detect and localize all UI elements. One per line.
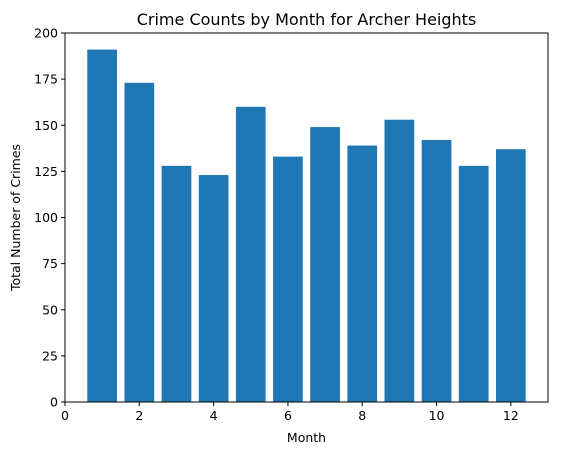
- y-axis-label: Total Number of Crimes: [8, 144, 23, 292]
- bar-month-11: [458, 165, 489, 402]
- y-tick-label: 50: [42, 302, 58, 317]
- bar-month-10: [421, 140, 452, 402]
- bar-month-12: [495, 149, 526, 402]
- bar-month-2: [124, 82, 155, 402]
- x-tick-label: 10: [429, 408, 445, 423]
- x-tick-label: 2: [135, 408, 143, 423]
- y-tick-label: 150: [34, 118, 58, 133]
- x-axis-label: Month: [287, 430, 326, 445]
- x-tick-label: 12: [503, 408, 519, 423]
- x-tick-label: 4: [210, 408, 218, 423]
- y-tick-label: 25: [42, 348, 58, 363]
- bar-month-8: [347, 145, 378, 403]
- y-tick-label: 125: [34, 164, 58, 179]
- y-tick-label: 75: [42, 256, 58, 271]
- x-tick-label: 6: [284, 408, 292, 423]
- bar-month-3: [161, 165, 192, 402]
- plot-frame: [64, 32, 549, 403]
- y-tick-label: 0: [50, 395, 58, 410]
- bar-month-5: [235, 106, 266, 403]
- y-tick-label: 100: [34, 210, 58, 225]
- bars-group: [87, 49, 526, 403]
- y-tick-label: 200: [34, 26, 58, 41]
- chart-title: Crime Counts by Month for Archer Heights: [137, 10, 477, 29]
- bar-month-1: [87, 49, 118, 402]
- bar-month-4: [198, 175, 229, 402]
- bar-month-6: [273, 156, 303, 402]
- y-tick-label: 175: [34, 72, 58, 87]
- ticks-group: 0 2 4 6 8 10 12 0 25 50 75 100 125 150 175 200: [34, 26, 519, 424]
- bar-month-9: [384, 119, 415, 402]
- bar-month-7: [310, 127, 340, 402]
- x-tick-label: 0: [61, 408, 69, 423]
- x-tick-label: 8: [358, 408, 366, 423]
